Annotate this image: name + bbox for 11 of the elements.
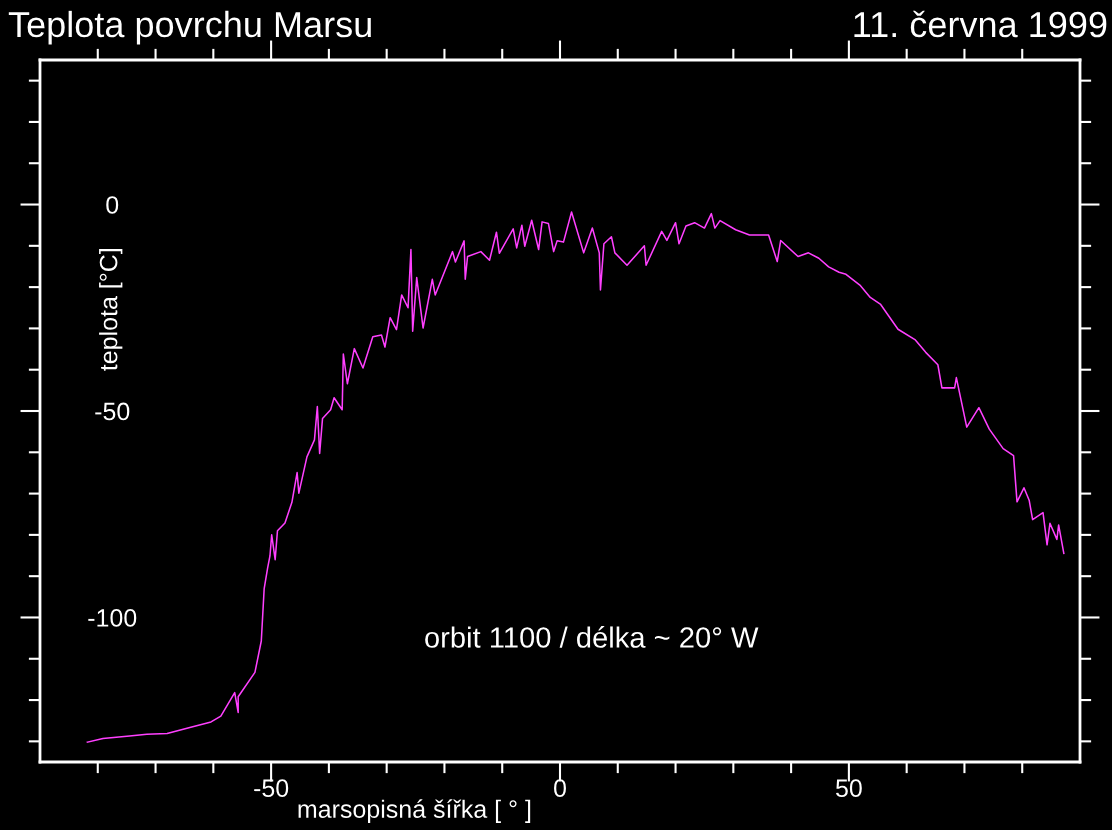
y-tick-label: 0 (106, 196, 119, 214)
y-tick-label: -100 (88, 609, 137, 627)
y-tick-label: -50 (95, 402, 130, 421)
x-tick-label: 0 (554, 779, 566, 798)
x-axis-title: marsopisná šířka [ ° ] (298, 799, 531, 823)
annotation: orbit 1100 / délka ~ 20° W (425, 626, 759, 648)
chart-subtitle: 11. června 1999 (854, 10, 1107, 38)
x-tick-label: 50 (835, 779, 862, 798)
chart-title: Teplota povrchu Marsu (8, 10, 371, 45)
y-axis-title: teplota [°C] (99, 249, 123, 371)
x-tick-label: -50 (254, 779, 289, 798)
